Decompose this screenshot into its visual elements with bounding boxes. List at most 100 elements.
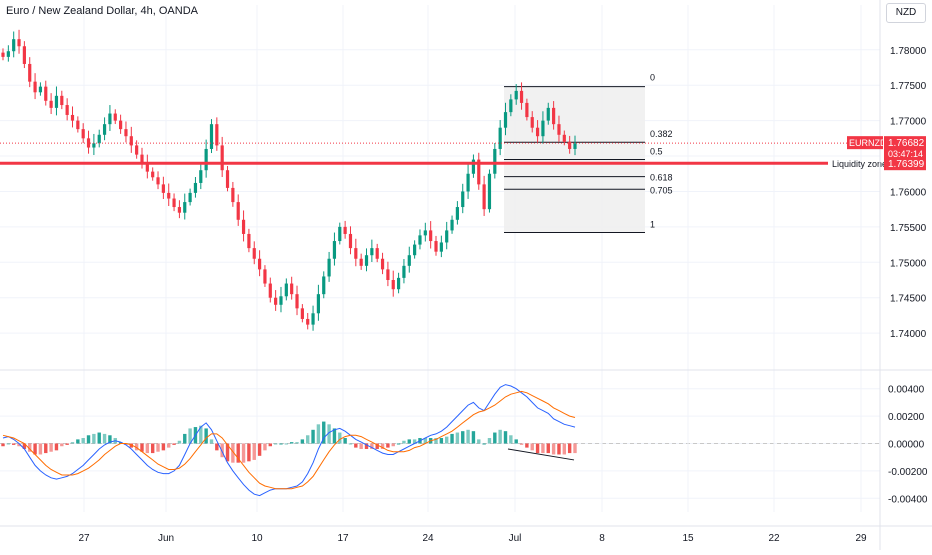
macd-histogram-bar — [525, 443, 529, 448]
candle-body — [268, 283, 272, 298]
macd-histogram-bar — [231, 443, 235, 463]
price-tick-label: 1.77000 — [890, 117, 927, 128]
macd-histogram-bar — [86, 435, 91, 444]
macd-histogram-bar — [300, 439, 305, 444]
candle-body — [370, 248, 374, 256]
macd-histogram-bar — [172, 443, 176, 445]
time-tick-label: 22 — [768, 533, 780, 544]
macd-histogram-bar — [466, 429, 470, 444]
candle-body — [535, 127, 540, 137]
macd-histogram-bar — [102, 433, 107, 444]
price-tick-label: 1.77500 — [890, 81, 927, 92]
candle-body — [455, 207, 459, 220]
candle-body — [418, 235, 422, 245]
candle-body — [461, 191, 465, 208]
macd-histogram-bar — [44, 443, 48, 454]
currency-button[interactable]: NZD — [886, 3, 926, 23]
macd-histogram-bar — [551, 443, 556, 455]
macd-histogram-bar — [6, 443, 11, 445]
macd-histogram-bar — [167, 443, 171, 448]
macd-histogram-bar — [118, 442, 123, 444]
macd-histogram-bar — [33, 443, 37, 455]
macd-histogram-bar — [322, 421, 326, 444]
macd-histogram-bar — [204, 428, 208, 444]
macd-histogram-bar — [108, 435, 112, 444]
fib-level-label: 0.382 — [650, 129, 673, 139]
candle-body — [568, 141, 572, 149]
candle-body — [471, 159, 476, 174]
candle-body — [290, 283, 294, 295]
time-tick-label: Jun — [158, 533, 174, 544]
macd-histogram-bar — [295, 442, 299, 444]
fib-level-label: 0.618 — [650, 173, 673, 183]
macd-histogram-bar — [134, 443, 139, 451]
macd-histogram-bar — [498, 429, 502, 444]
macd-histogram-bar — [183, 433, 187, 444]
macd-histogram-bar — [343, 438, 347, 444]
candle-body — [124, 129, 128, 137]
macd-histogram-bar — [423, 438, 428, 444]
candle-body — [22, 46, 26, 64]
candle-body — [407, 255, 411, 266]
macd-histogram-bar — [156, 443, 160, 452]
time-tick-label: 10 — [251, 533, 263, 544]
candle-body — [38, 86, 43, 93]
candle-body — [236, 202, 240, 220]
macd-histogram-bar — [209, 439, 214, 444]
price-tick-label: 1.75500 — [890, 223, 927, 234]
candle-body — [161, 184, 165, 193]
candle-body — [503, 112, 508, 128]
divergence-line[interactable] — [507, 448, 575, 461]
fib-level-label: 1 — [650, 220, 655, 230]
macd-histogram-bar — [140, 443, 144, 452]
candle-body — [247, 233, 251, 249]
macd-histogram-bar — [519, 443, 524, 445]
candle-body — [562, 134, 566, 142]
macd-histogram-bar — [97, 432, 101, 444]
candle-body — [386, 269, 390, 280]
candle-body — [108, 113, 112, 125]
macd-histogram-bar — [54, 443, 59, 451]
macd-histogram-bar — [145, 443, 150, 454]
macd-histogram-bar — [493, 432, 497, 444]
fibonacci-retracement[interactable]: 0 0.382 0.5 0.618 0.705 1 — [504, 73, 673, 234]
candle-body — [327, 258, 331, 277]
macd-histogram-bar — [380, 443, 385, 449]
macd-histogram-bar — [263, 443, 267, 451]
macd-histogram-bar — [477, 439, 481, 444]
candle-body — [439, 242, 443, 252]
liquidity-price-badge — [884, 157, 926, 171]
candle-body — [359, 258, 363, 266]
fib-level-label: 0 — [650, 73, 655, 83]
macd-histogram-bar — [60, 443, 64, 447]
candle-body — [477, 159, 481, 185]
macd-histogram-bar — [236, 443, 240, 463]
candle-body — [172, 198, 176, 208]
macd-histogram-bar — [220, 443, 224, 458]
macd-tick-label: 0.00400 — [888, 385, 925, 396]
macd-histogram-bar — [439, 438, 444, 444]
candle-body — [450, 219, 454, 231]
macd-histogram-bar — [487, 438, 492, 444]
candle-body — [199, 170, 203, 183]
candle-body — [17, 39, 21, 47]
macd-histogram-bar — [252, 443, 256, 460]
liquidity-zone-line[interactable]: Liquidity zone — [0, 159, 887, 169]
macd-histogram-bar — [412, 439, 417, 444]
candle-body — [541, 120, 545, 137]
macd-histogram-bar — [150, 443, 155, 454]
macd-histogram-bar — [257, 443, 262, 456]
macd-histogram-bar — [215, 443, 219, 451]
macd-tick-label: -0.00200 — [888, 467, 928, 478]
candle-body — [557, 124, 561, 135]
macd-histogram-bar — [1, 443, 5, 447]
candle-body — [65, 105, 69, 115]
candle-body — [498, 127, 502, 149]
macd-histogram-bar — [445, 436, 449, 444]
candle-body — [1, 52, 5, 57]
macd-histogram-bar — [509, 435, 513, 444]
macd-tick-label: -0.00400 — [888, 494, 928, 505]
candle-body — [151, 171, 155, 178]
